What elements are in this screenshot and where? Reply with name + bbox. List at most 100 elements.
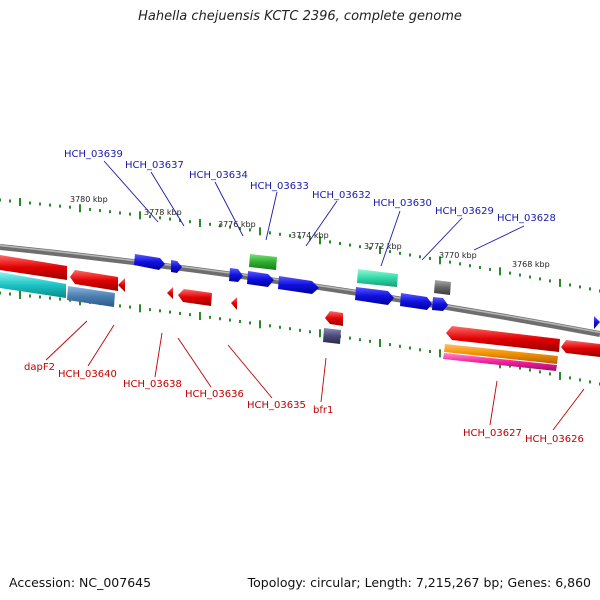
scale-top-tick-57 (569, 283, 571, 287)
gene-hch-03634[interactable] (229, 268, 243, 282)
scale-top-tick-58 (579, 285, 581, 289)
tick-label-3772: 3772 kbp (364, 242, 402, 251)
gene-labels-bottom: dapF2 HCH_03640 HCH_03638 HCH_03636 HCH_… (24, 362, 584, 445)
gene-hch-03640-small[interactable] (118, 278, 125, 292)
label-hch-03628[interactable]: HCH_03628 (497, 213, 556, 224)
scale-bottom-tick-56 (559, 371, 561, 380)
label-hch-03639[interactable]: HCH_03639 (64, 149, 123, 160)
gene-hch-03629[interactable] (400, 293, 432, 310)
scale-top-tick-50 (499, 267, 501, 276)
gene-bfr1-navy[interactable] (323, 328, 341, 344)
scale-bottom-tick-30 (299, 328, 301, 332)
gene-hch-03639[interactable] (134, 254, 165, 270)
scale-top-tick-4 (39, 202, 41, 206)
gene-bfr1[interactable] (325, 311, 343, 326)
scale-bottom-tick-0 (0, 291, 1, 295)
gene-hch-03628[interactable] (432, 297, 448, 311)
label-hch-03640[interactable]: HCH_03640 (58, 369, 117, 380)
scale-top-tick-8 (79, 204, 81, 213)
scale-top-tick-44 (439, 256, 441, 265)
gene-hch-03633-a[interactable] (247, 271, 274, 287)
gene-hch-03640[interactable] (70, 270, 118, 291)
scale-bottom-tick-16 (159, 309, 161, 313)
gene-right-edge[interactable] (594, 316, 600, 329)
label-hch-03634[interactable]: HCH_03634 (189, 170, 248, 181)
scale-top-tick-40 (399, 251, 401, 255)
scale-top-tick-22 (219, 224, 221, 228)
gene-hch-03630-rna[interactable] (357, 269, 398, 287)
gene-hch-03638[interactable] (167, 287, 173, 299)
scale-top-tick-59 (589, 287, 591, 291)
label-hch-03635[interactable]: HCH_03635 (247, 400, 306, 411)
gene-hch-03627[interactable] (446, 326, 560, 352)
scale-bottom-tick-40 (399, 344, 401, 348)
label-hch-03627[interactable]: HCH_03627 (463, 428, 522, 439)
scale-bottom-tick-57 (569, 376, 571, 380)
gene-labels-top: HCH_03639 HCH_03637 HCH_03634 HCH_03633 … (64, 149, 556, 224)
scale-top-tick-13 (129, 212, 131, 216)
label-hch-03638[interactable]: HCH_03638 (123, 379, 182, 390)
label-hch-03637[interactable]: HCH_03637 (125, 160, 184, 171)
label-hch-03633[interactable]: HCH_03633 (250, 181, 309, 192)
scale-bottom-tick-15 (149, 308, 151, 312)
label-hch-03632[interactable]: HCH_03632 (312, 190, 371, 201)
scale-top-tick-31 (309, 237, 311, 241)
scale-bottom-tick-23 (229, 318, 231, 322)
scale-bottom-tick-35 (349, 336, 351, 340)
scale-bottom-tick-39 (389, 343, 391, 347)
scale-bottom-tick-52 (519, 366, 521, 370)
accession-text: Accession: NC_007645 (9, 575, 152, 590)
scale-bottom-tick-24 (239, 320, 241, 323)
label-dapf2[interactable]: dapF2 (24, 362, 55, 373)
gene-hch-03626[interactable] (561, 340, 600, 357)
gene-dapf2-cyan[interactable] (0, 272, 66, 298)
label-hch-03630[interactable]: HCH_03630 (373, 198, 432, 209)
gene-hch-03637[interactable] (171, 260, 182, 273)
scale-bottom-tick-6 (59, 297, 61, 301)
scale-bottom-tick-17 (169, 310, 171, 314)
gene-hch-03640-steel[interactable] (67, 286, 115, 307)
scale-top-tick-32 (319, 236, 321, 245)
gene-dapf2-red[interactable] (0, 255, 67, 280)
scale-bottom-tick-21 (209, 315, 211, 319)
scale-bottom-tick-44 (439, 349, 441, 358)
scale-bottom-tick-27 (269, 324, 271, 328)
gene-hch-03636[interactable] (178, 289, 212, 306)
scale-top-tick-49 (489, 267, 491, 271)
scale-top-tick-10 (99, 209, 101, 213)
scale-top-tick-26 (259, 227, 261, 236)
scale-top-tick-20 (199, 219, 201, 227)
scale-top-tick-23 (229, 225, 231, 229)
label-bfr1[interactable]: bfr1 (313, 405, 333, 416)
gene-hch-03628-gray[interactable] (434, 280, 451, 295)
tick-label-3768: 3768 kbp (512, 260, 550, 269)
scale-top-tick-39 (389, 250, 391, 254)
scale-top-tick-24 (239, 227, 241, 230)
scale-top-tick-55 (549, 279, 551, 283)
tick-label-3774: 3774 kbp (291, 231, 329, 240)
leader-lines-top (103, 160, 525, 267)
scale-top-tick-54 (539, 277, 541, 281)
scale-top-tick-0 (0, 198, 1, 202)
scale-top-tick-9 (89, 207, 91, 211)
gene-hch-03634-rna[interactable] (249, 254, 277, 270)
scale-top-tick-47 (469, 264, 471, 268)
scale-top-tick-56 (559, 278, 561, 287)
scale-top-tick-46 (459, 262, 461, 266)
gene-hch-03627-pink[interactable] (443, 353, 557, 371)
label-hch-03629[interactable]: HCH_03629 (435, 206, 494, 217)
scale-bottom-tick-58 (579, 378, 581, 382)
scale-bottom-tick-38 (379, 339, 381, 347)
scale-top-tick-52 (519, 273, 521, 277)
scale-bottom-tick-3 (29, 294, 31, 298)
scale-top-tick-45 (449, 260, 451, 264)
label-hch-03636[interactable]: HCH_03636 (185, 389, 244, 400)
label-hch-03626[interactable]: HCH_03626 (525, 434, 584, 445)
genes-reverse (0, 255, 600, 371)
gene-hch-03635[interactable] (231, 297, 237, 310)
gene-hch-03630[interactable] (355, 287, 394, 305)
gene-hch-03627-orange[interactable] (444, 344, 558, 364)
scale-top-tick-41 (409, 253, 411, 257)
gene-hch-03633-b[interactable] (278, 276, 319, 294)
